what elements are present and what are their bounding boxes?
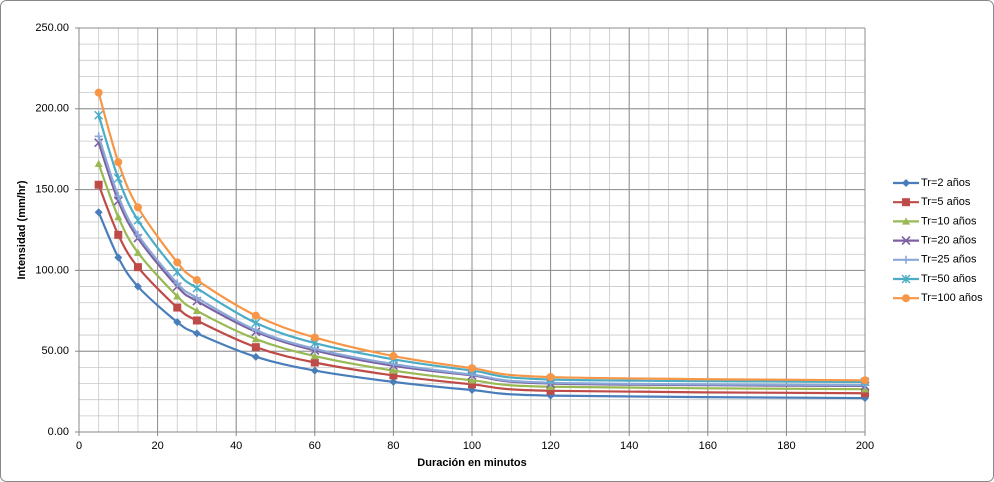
x-tick-label: 200	[856, 440, 874, 452]
marker	[173, 279, 182, 288]
marker	[902, 294, 910, 303]
legend-label: Tr=100 años	[921, 292, 983, 304]
legend-label: Tr=50 años	[921, 273, 977, 285]
legend-label: Tr=20 años	[921, 235, 977, 247]
x-tick-label: 60	[309, 440, 321, 452]
marker	[114, 253, 123, 262]
y-axis-title: Intensidad (mm/hr)	[16, 180, 28, 279]
marker	[133, 282, 142, 291]
marker	[861, 389, 869, 398]
marker	[133, 263, 142, 272]
marker	[192, 293, 201, 302]
marker	[902, 255, 910, 264]
marker	[133, 248, 142, 256]
x-axis-title: Duración en minutos	[417, 457, 526, 469]
marker	[251, 343, 260, 352]
x-tick-label: 80	[387, 440, 399, 452]
y-tick-label: 200.00	[35, 103, 69, 115]
marker	[94, 208, 103, 217]
marker	[94, 180, 103, 189]
x-tick-label: 180	[777, 440, 795, 452]
marker	[310, 366, 319, 375]
marker	[192, 329, 201, 338]
marker	[468, 380, 476, 389]
x-tick-label: 100	[463, 440, 481, 452]
marker	[114, 192, 123, 201]
legend-label: Tr=2 años	[921, 177, 971, 189]
marker	[468, 364, 476, 373]
y-tick-label: 50.00	[41, 345, 69, 357]
y-tick-label: 100.00	[35, 264, 69, 276]
marker	[192, 276, 201, 285]
marker	[389, 377, 398, 386]
marker	[902, 179, 910, 187]
marker	[902, 217, 910, 225]
marker	[94, 110, 104, 120]
marker	[389, 352, 398, 361]
marker	[251, 326, 260, 335]
marker	[902, 198, 910, 207]
marker	[94, 159, 103, 167]
marker	[861, 376, 869, 385]
x-tick-label: 0	[76, 440, 82, 452]
y-tick-label: 150.00	[35, 184, 69, 196]
marker	[94, 132, 103, 141]
marker	[114, 230, 123, 239]
marker	[251, 318, 261, 328]
marker	[113, 173, 123, 183]
x-tick-label: 140	[620, 440, 638, 452]
marker	[173, 318, 182, 327]
marker	[133, 230, 142, 239]
x-tick-label: 160	[699, 440, 717, 452]
marker	[133, 203, 142, 212]
marker	[172, 267, 182, 277]
x-tick-label: 120	[541, 440, 559, 452]
y-tick-label: 250.00	[35, 22, 69, 34]
marker	[114, 213, 123, 221]
marker	[310, 333, 319, 342]
marker	[114, 158, 123, 167]
marker	[251, 352, 260, 361]
marker	[546, 386, 555, 395]
legend-label: Tr=10 años	[921, 215, 977, 227]
legend-label: Tr=25 años	[921, 254, 977, 266]
marker	[546, 373, 555, 382]
marker	[310, 352, 319, 360]
marker	[389, 371, 398, 380]
marker	[192, 283, 202, 293]
marker	[192, 316, 201, 325]
marker	[468, 376, 476, 384]
marker	[901, 236, 911, 246]
x-tick-label: 20	[151, 440, 163, 452]
marker	[173, 292, 182, 300]
marker	[173, 303, 182, 312]
marker	[389, 366, 398, 374]
y-tick-label: 0.00	[48, 426, 69, 438]
marker	[901, 274, 911, 284]
x-tick-label: 40	[230, 440, 242, 452]
marker	[133, 215, 143, 225]
legend-label: Tr=5 años	[921, 196, 971, 208]
marker	[310, 358, 319, 367]
marker	[251, 311, 260, 320]
marker	[251, 335, 260, 343]
marker	[192, 306, 201, 314]
marker	[173, 258, 182, 267]
marker	[94, 88, 103, 97]
